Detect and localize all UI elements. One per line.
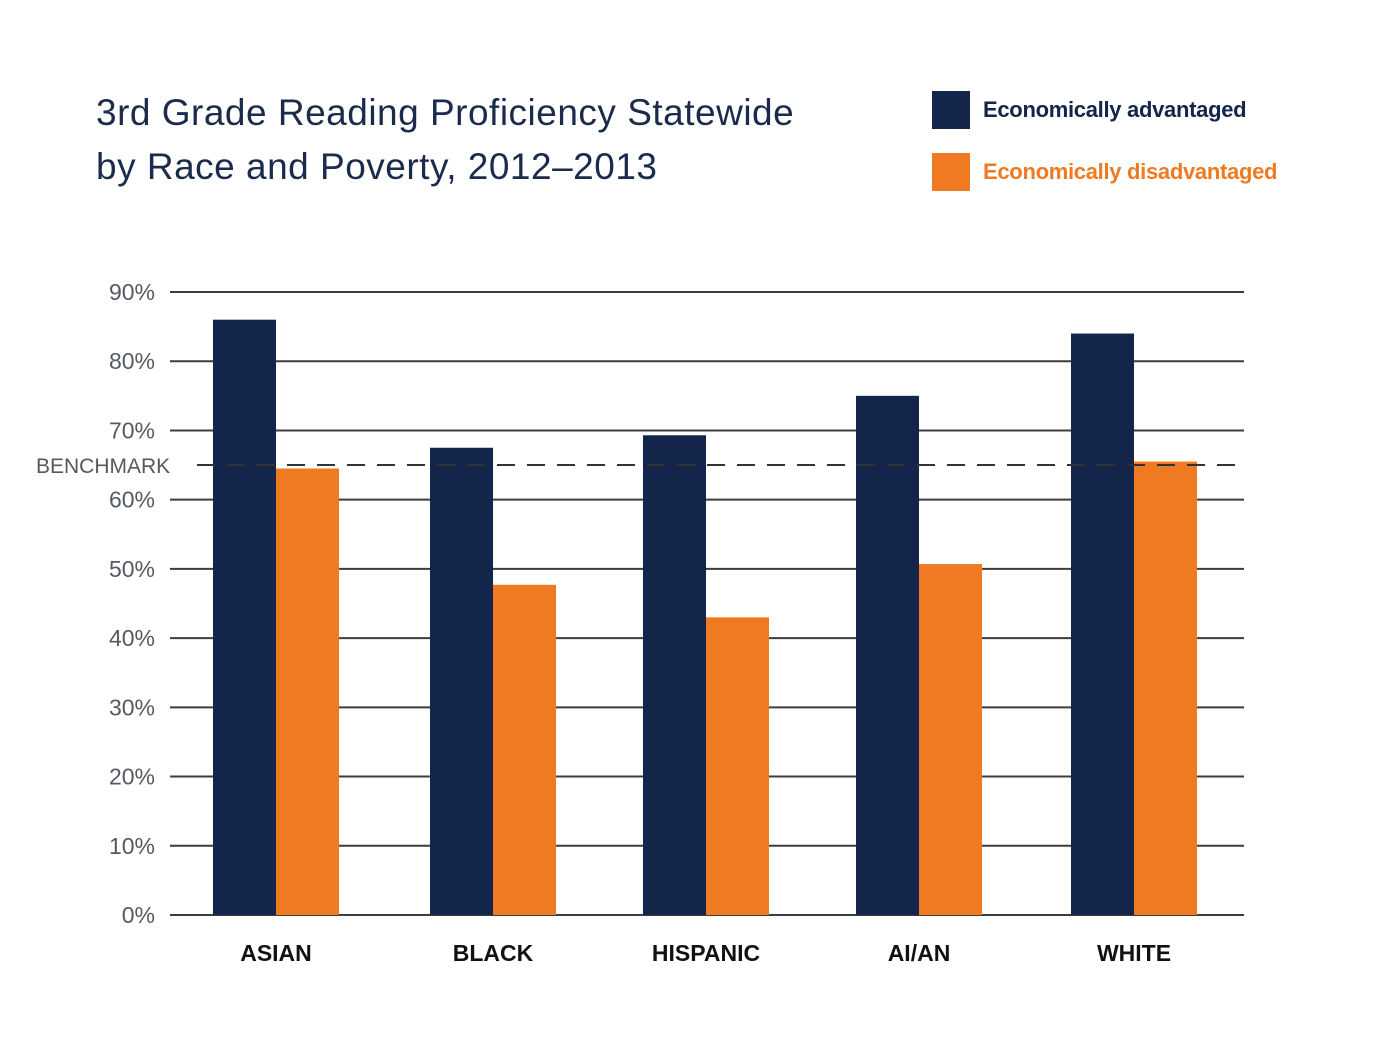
y-tick-label: 90% bbox=[109, 279, 155, 305]
legend-item-advantaged: Economically advantaged bbox=[932, 91, 1277, 129]
legend-swatch-advantaged bbox=[932, 91, 970, 129]
y-tick-label: 40% bbox=[109, 625, 155, 651]
x-category-label: AI/AN bbox=[888, 940, 951, 966]
bar-advantaged bbox=[430, 447, 493, 915]
benchmark-label: BENCHMARK bbox=[36, 455, 170, 478]
y-tick-label: 60% bbox=[109, 487, 155, 513]
bar-advantaged bbox=[213, 319, 276, 915]
bar-disadvantaged bbox=[706, 617, 769, 915]
bar-disadvantaged bbox=[493, 584, 556, 915]
legend: Economically advantaged Economically dis… bbox=[932, 91, 1277, 215]
x-category-label: BLACK bbox=[453, 940, 534, 966]
bar-disadvantaged bbox=[1134, 461, 1197, 915]
y-tick-label: 70% bbox=[109, 417, 155, 443]
y-tick-label: 50% bbox=[109, 556, 155, 582]
legend-swatch-disadvantaged bbox=[932, 153, 970, 191]
y-tick-label: 20% bbox=[109, 764, 155, 790]
chart-title: 3rd Grade Reading Proficiency Statewide … bbox=[96, 86, 794, 194]
legend-label-advantaged: Economically advantaged bbox=[983, 97, 1247, 122]
chart-title-line-2: by Race and Poverty, 2012–2013 bbox=[96, 146, 658, 187]
bar-disadvantaged bbox=[276, 468, 339, 915]
x-category-label: WHITE bbox=[1097, 940, 1171, 966]
y-tick-label: 0% bbox=[122, 902, 155, 928]
legend-item-disadvantaged: Economically disadvantaged bbox=[932, 153, 1277, 191]
bar-advantaged bbox=[643, 435, 706, 915]
y-tick-label: 10% bbox=[109, 833, 155, 859]
y-tick-label: 80% bbox=[109, 348, 155, 374]
chart-title-line-1: 3rd Grade Reading Proficiency Statewide bbox=[96, 92, 795, 133]
x-category-label: HISPANIC bbox=[652, 940, 760, 966]
bar-disadvantaged bbox=[919, 564, 982, 915]
legend-label-disadvantaged: Economically disadvantaged bbox=[983, 159, 1278, 184]
y-tick-label: 30% bbox=[109, 694, 155, 720]
bar-advantaged bbox=[856, 395, 919, 915]
x-category-label: ASIAN bbox=[240, 940, 312, 966]
bar-advantaged bbox=[1071, 333, 1134, 915]
